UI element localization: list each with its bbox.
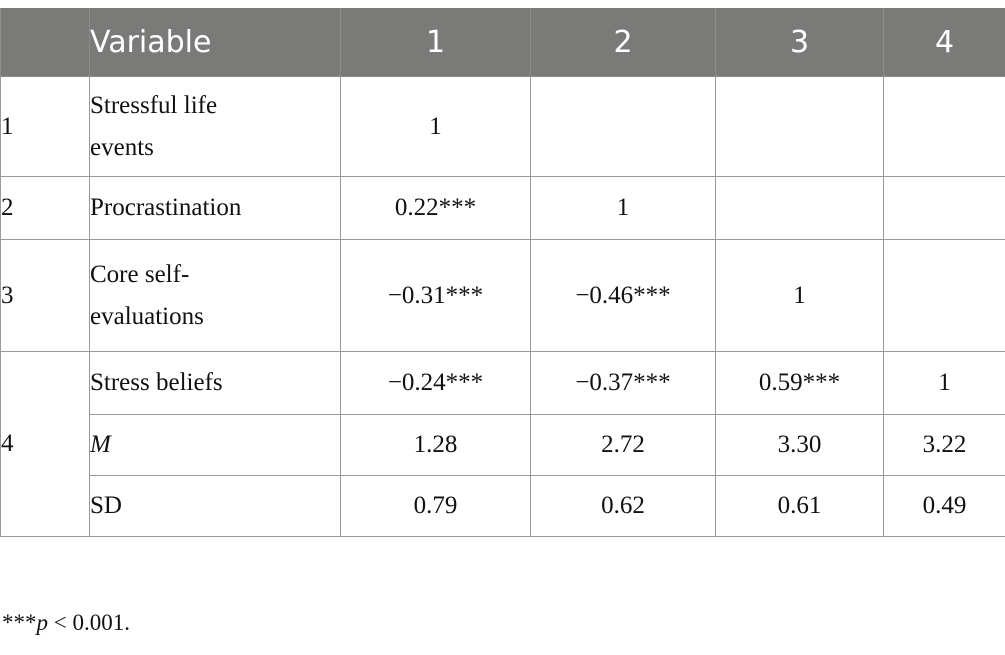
variable-name-cell: Core self-evaluations <box>89 239 341 352</box>
value-cell <box>883 176 1005 240</box>
sd-label-cell: SD <box>89 475 341 537</box>
value-cell: 0.59*** <box>715 351 884 415</box>
table-footnote: ***p < 0.001. <box>2 610 130 636</box>
header-cell-variable: Variable <box>89 8 341 77</box>
variable-name-cell: Procrastination <box>89 176 341 240</box>
value-cell <box>883 76 1005 177</box>
variable-name-cell: Stress beliefs <box>89 351 341 415</box>
value-cell: 2.72 <box>530 414 716 476</box>
value-cell <box>530 76 716 177</box>
row-index-cell: 2 <box>0 176 90 240</box>
mean-label: M <box>90 431 111 458</box>
header-cell-3: 3 <box>715 8 884 77</box>
value-cell: 3.30 <box>715 414 884 476</box>
row-index-cell: 3 <box>0 239 90 352</box>
value-cell: 0.62 <box>530 475 716 537</box>
value-cell: 3.22 <box>883 414 1005 476</box>
value-cell: 1 <box>715 239 884 352</box>
header-cell-index <box>0 8 90 77</box>
row-index-cell: 4 <box>0 351 90 537</box>
table-row: 4 Stress beliefs −0.24*** −0.37*** 0.59*… <box>0 351 1005 537</box>
value-cell: 0.61 <box>715 475 884 537</box>
value-cell: −0.31*** <box>340 239 531 352</box>
footnote-text: < 0.001. <box>48 610 130 635</box>
value-cell: −0.37*** <box>530 351 716 415</box>
variable-name-cell: Stressful life events <box>89 76 341 177</box>
value-cell: 1 <box>883 351 1005 415</box>
value-cell: 0.79 <box>340 475 531 537</box>
value-cell: 0.49 <box>883 475 1005 537</box>
value-cell: −0.24*** <box>340 351 531 415</box>
mean-label-cell: M <box>89 414 341 476</box>
table-row: SD 0.79 0.62 0.61 0.49 <box>1 475 1005 537</box>
row-index-cell: 1 <box>0 76 90 177</box>
table-row: 2 Procrastination 0.22*** 1 <box>0 176 1005 240</box>
footnote-stars: *** <box>2 610 37 635</box>
table-row: M 1.28 2.72 3.30 3.22 <box>1 414 1005 476</box>
value-cell <box>883 239 1005 352</box>
value-cell: 1 <box>530 176 716 240</box>
correlation-table: Variable 1 2 3 4 1 Stressful life events… <box>0 8 1005 537</box>
value-cell <box>715 176 884 240</box>
value-cell: −0.46*** <box>530 239 716 352</box>
header-cell-1: 1 <box>340 8 531 77</box>
value-cell: 0.22*** <box>340 176 531 240</box>
table-row: 1 Stressful life events 1 <box>0 76 1005 177</box>
value-cell: 1.28 <box>340 414 531 476</box>
header-cell-4: 4 <box>883 8 1005 77</box>
header-row: Variable 1 2 3 4 <box>0 8 1005 77</box>
table-row: 3 Core self-evaluations −0.31*** −0.46**… <box>0 239 1005 352</box>
footnote-p: p <box>36 610 49 635</box>
value-cell <box>715 76 884 177</box>
value-cell: 1 <box>340 76 531 177</box>
header-cell-2: 2 <box>530 8 716 77</box>
